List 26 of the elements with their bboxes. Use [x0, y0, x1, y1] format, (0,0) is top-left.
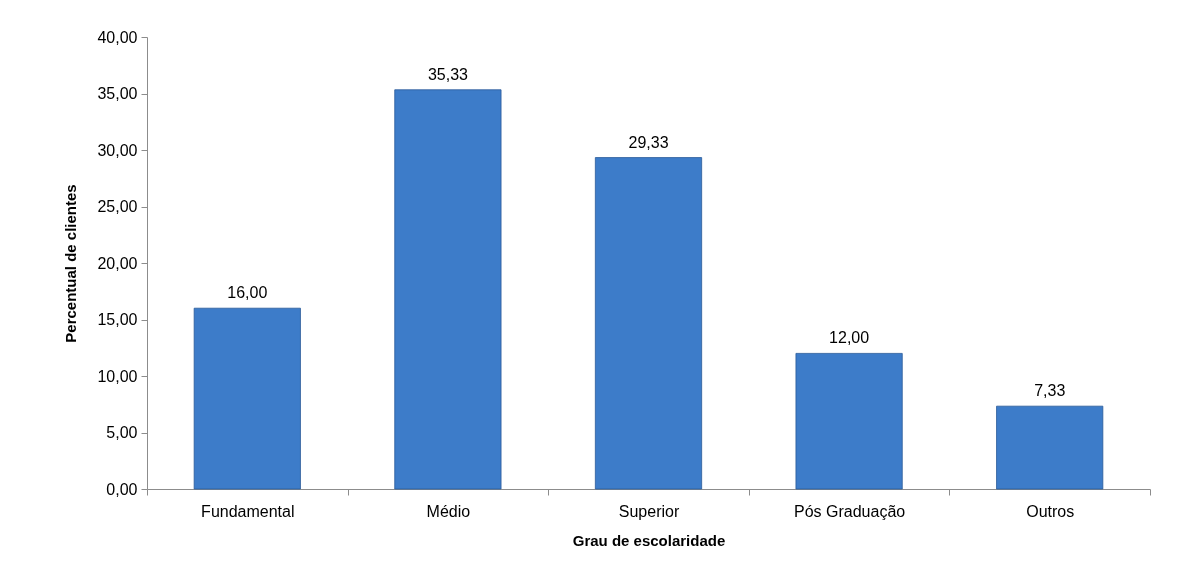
y-tick-label: 40,00 — [97, 28, 138, 46]
bar — [394, 89, 502, 490]
y-tick-label: 10,00 — [97, 367, 138, 385]
data-label: 35,33 — [427, 65, 469, 83]
bar — [193, 307, 301, 490]
y-tick-label: 15,00 — [97, 311, 138, 328]
data-label: 7,33 — [1034, 382, 1066, 400]
y-tick-label: 20,00 — [97, 254, 138, 272]
data-label: 29,33 — [628, 133, 669, 151]
x-tick-label: Médio — [426, 502, 471, 520]
bar — [996, 405, 1104, 490]
y-tick-label: 35,00 — [97, 85, 138, 102]
x-tick-label: Outros — [1026, 502, 1075, 520]
x-tick-label: Superior — [618, 502, 680, 520]
y-tick-label: 30,00 — [97, 141, 138, 159]
data-label: 16,00 — [227, 284, 268, 302]
x-tick-label: Fundamental — [201, 502, 295, 520]
y-axis-title: Percentual de clientes — [62, 184, 80, 343]
y-tick-label: 0,00 — [106, 480, 138, 498]
bar — [795, 353, 903, 490]
data-label: 12,00 — [829, 329, 870, 347]
bar — [594, 157, 703, 490]
y-tick-label: 25,00 — [97, 198, 138, 215]
x-axis-title: Grau de escolaridade — [572, 531, 726, 549]
y-tick-label: 5,00 — [106, 424, 138, 441]
x-tick-label: Pós Graduação — [794, 502, 906, 520]
